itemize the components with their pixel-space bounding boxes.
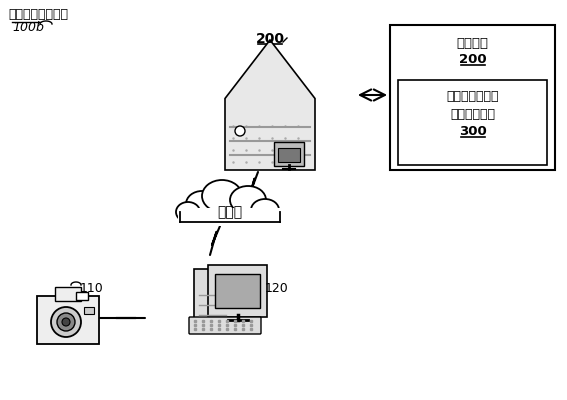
Circle shape — [51, 307, 81, 337]
Circle shape — [62, 318, 70, 326]
FancyBboxPatch shape — [189, 317, 261, 334]
Text: 200: 200 — [256, 32, 285, 46]
FancyBboxPatch shape — [175, 204, 285, 224]
Circle shape — [57, 313, 75, 331]
Text: 110: 110 — [80, 282, 104, 295]
FancyBboxPatch shape — [178, 208, 282, 226]
Text: 100b: 100b — [12, 21, 44, 34]
Ellipse shape — [176, 202, 200, 222]
Circle shape — [235, 126, 245, 136]
FancyBboxPatch shape — [277, 148, 299, 162]
Text: 计算设备: 计算设备 — [456, 37, 489, 50]
FancyBboxPatch shape — [273, 142, 303, 166]
FancyBboxPatch shape — [194, 269, 231, 326]
Text: 区域分割装置: 区域分割装置 — [450, 108, 495, 121]
Text: 300: 300 — [459, 125, 486, 138]
Ellipse shape — [202, 180, 242, 212]
FancyBboxPatch shape — [208, 265, 267, 317]
FancyBboxPatch shape — [84, 307, 94, 314]
FancyBboxPatch shape — [390, 25, 555, 170]
FancyBboxPatch shape — [55, 287, 81, 301]
Ellipse shape — [186, 191, 218, 217]
FancyBboxPatch shape — [215, 274, 260, 308]
Text: 互联网: 互联网 — [217, 205, 243, 219]
Polygon shape — [225, 40, 315, 170]
FancyBboxPatch shape — [37, 296, 99, 344]
FancyBboxPatch shape — [398, 80, 547, 165]
Text: 200: 200 — [459, 53, 486, 66]
Text: 出血区域分割系统: 出血区域分割系统 — [8, 8, 68, 21]
Ellipse shape — [230, 186, 266, 214]
Ellipse shape — [251, 199, 279, 221]
Text: 视网膜图像出血: 视网膜图像出血 — [446, 90, 499, 103]
FancyBboxPatch shape — [76, 292, 88, 300]
Text: 120: 120 — [265, 282, 289, 295]
